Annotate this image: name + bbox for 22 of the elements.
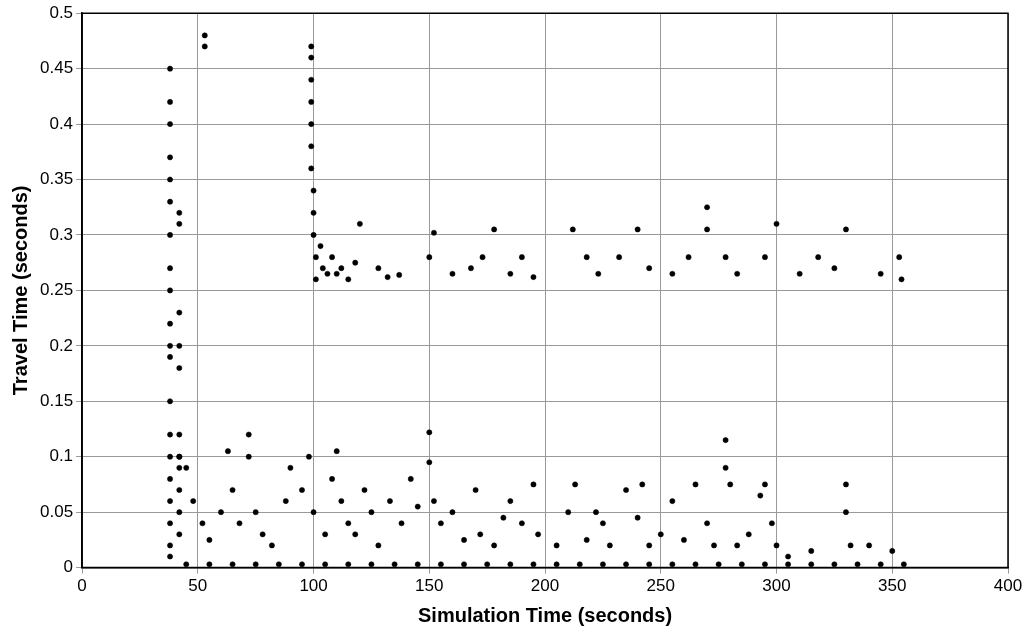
y-tick-label: 0.2 xyxy=(49,335,74,355)
x-tick-label: 250 xyxy=(646,576,675,596)
x-axis-title: Simulation Time (seconds) xyxy=(417,603,673,626)
x-tick-label: 150 xyxy=(415,576,444,596)
x-tick-label: 400 xyxy=(993,576,1023,596)
y-tick-label: 0.3 xyxy=(49,224,74,244)
y-tick-label: 0.1 xyxy=(49,446,74,466)
y-tick-label: 0.25 xyxy=(39,280,74,300)
x-tick-label: 100 xyxy=(299,576,328,596)
y-tick-label: 0.5 xyxy=(49,2,74,22)
x-tick-label: 350 xyxy=(878,576,907,596)
y-tick-label: 0.4 xyxy=(49,113,74,133)
y-axis-title: Travel Time (seconds) xyxy=(8,185,31,396)
y-tick-label: 0.05 xyxy=(39,501,74,521)
x-tick-label: 50 xyxy=(188,576,208,596)
x-tick-label: 0 xyxy=(77,576,87,596)
y-tick-label: 0.45 xyxy=(39,58,74,78)
y-tick-label: 0.15 xyxy=(39,390,74,410)
x-tick-label: 200 xyxy=(530,576,560,596)
y-tick-label: 0 xyxy=(63,557,74,577)
y-tick-label: 0.35 xyxy=(39,169,74,189)
x-tick-label: 300 xyxy=(762,576,791,596)
